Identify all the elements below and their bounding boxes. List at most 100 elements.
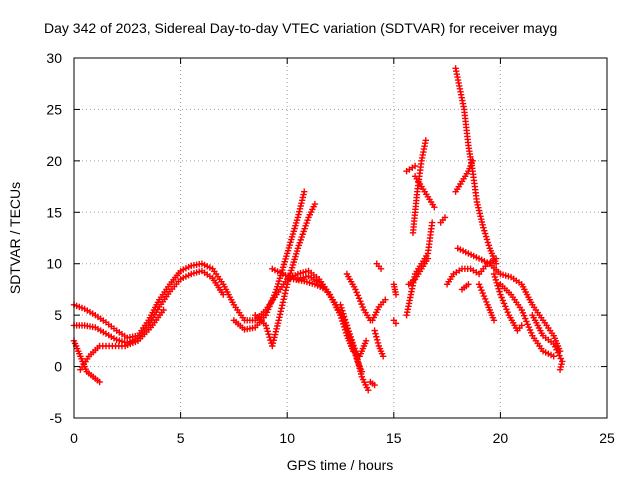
data-point bbox=[338, 304, 345, 311]
data-point bbox=[263, 325, 270, 332]
data-point bbox=[280, 296, 287, 303]
data-point bbox=[556, 366, 564, 373]
data-point bbox=[483, 236, 491, 243]
data-point bbox=[269, 342, 276, 350]
x-tick-label: 25 bbox=[599, 430, 615, 446]
data-point bbox=[474, 201, 481, 209]
data-point bbox=[392, 320, 400, 327]
data-point bbox=[278, 305, 285, 312]
data-point bbox=[377, 265, 385, 273]
data-point bbox=[481, 295, 489, 303]
data-point bbox=[298, 197, 306, 204]
data-point bbox=[476, 210, 483, 217]
data-track bbox=[497, 281, 557, 360]
data-point bbox=[477, 284, 484, 291]
data-point bbox=[373, 333, 380, 340]
data-point bbox=[493, 279, 500, 287]
data-point bbox=[371, 381, 378, 389]
data-track bbox=[403, 162, 419, 175]
data-track bbox=[252, 200, 319, 350]
data-point bbox=[495, 285, 502, 292]
data-point bbox=[550, 353, 557, 360]
data-point bbox=[483, 298, 490, 306]
data-point bbox=[262, 311, 270, 319]
y-tick-label: -5 bbox=[50, 410, 63, 426]
data-point bbox=[270, 291, 278, 299]
x-tick-label: 10 bbox=[279, 430, 295, 446]
data-point bbox=[500, 300, 508, 307]
data-point bbox=[478, 286, 485, 294]
data-point bbox=[557, 355, 565, 362]
data-point bbox=[271, 334, 278, 341]
data-point bbox=[271, 331, 279, 338]
data-point bbox=[299, 194, 307, 201]
chart-title: Day 342 of 2023, Sidereal Day-to-day VTE… bbox=[44, 20, 557, 36]
data-point bbox=[518, 322, 525, 329]
data-track bbox=[390, 317, 400, 327]
data-point bbox=[277, 308, 285, 315]
data-track bbox=[390, 281, 400, 298]
data-point bbox=[499, 297, 507, 304]
data-point bbox=[490, 317, 498, 324]
data-point bbox=[353, 289, 360, 296]
data-track bbox=[405, 255, 432, 288]
data-track bbox=[409, 137, 429, 237]
data-point bbox=[475, 207, 483, 214]
data-point bbox=[492, 276, 500, 284]
data-point bbox=[268, 297, 276, 305]
data-point bbox=[262, 322, 270, 329]
data-point bbox=[422, 137, 429, 144]
data-track bbox=[369, 296, 389, 324]
data-point bbox=[465, 281, 472, 288]
data-point bbox=[355, 359, 362, 366]
data-point bbox=[556, 352, 563, 359]
data-point bbox=[337, 301, 344, 309]
data-point bbox=[294, 214, 302, 221]
y-tick-label: 5 bbox=[54, 307, 62, 323]
data-point bbox=[281, 293, 288, 300]
data-point bbox=[478, 218, 486, 226]
data-track bbox=[490, 270, 525, 334]
data-point bbox=[359, 303, 366, 311]
data-point bbox=[526, 326, 534, 334]
data-point bbox=[266, 303, 273, 310]
data-point bbox=[273, 325, 280, 333]
x-tick-label: 15 bbox=[386, 430, 402, 446]
data-point bbox=[297, 202, 304, 210]
data-track bbox=[294, 272, 370, 360]
data-point bbox=[296, 208, 303, 215]
data-point bbox=[311, 200, 319, 208]
data-point bbox=[283, 284, 290, 291]
data-point bbox=[520, 312, 528, 319]
data-track bbox=[373, 260, 385, 273]
data-point bbox=[362, 337, 370, 345]
data-track bbox=[371, 327, 387, 360]
data-point bbox=[428, 219, 436, 226]
data-track bbox=[529, 311, 566, 373]
data-point bbox=[522, 315, 529, 322]
data-point bbox=[550, 340, 557, 348]
data-point bbox=[340, 313, 348, 320]
data-point bbox=[356, 365, 363, 372]
data-point bbox=[485, 242, 493, 249]
data-point bbox=[220, 291, 227, 298]
data-point bbox=[342, 319, 350, 326]
data-point bbox=[498, 294, 505, 301]
data-point bbox=[279, 302, 286, 309]
data-point bbox=[267, 300, 274, 307]
data-point bbox=[355, 362, 363, 369]
data-point bbox=[518, 306, 525, 314]
data-point bbox=[358, 300, 365, 308]
data-point bbox=[275, 317, 282, 324]
data-point bbox=[379, 353, 387, 360]
data-point bbox=[300, 191, 307, 198]
y-tick-label: 10 bbox=[46, 256, 62, 272]
data-point bbox=[481, 230, 489, 237]
data-point bbox=[270, 337, 277, 344]
data-point bbox=[265, 331, 272, 338]
data-point bbox=[357, 297, 364, 305]
data-point bbox=[269, 339, 277, 347]
data-point bbox=[527, 329, 535, 337]
data-track bbox=[367, 378, 378, 389]
